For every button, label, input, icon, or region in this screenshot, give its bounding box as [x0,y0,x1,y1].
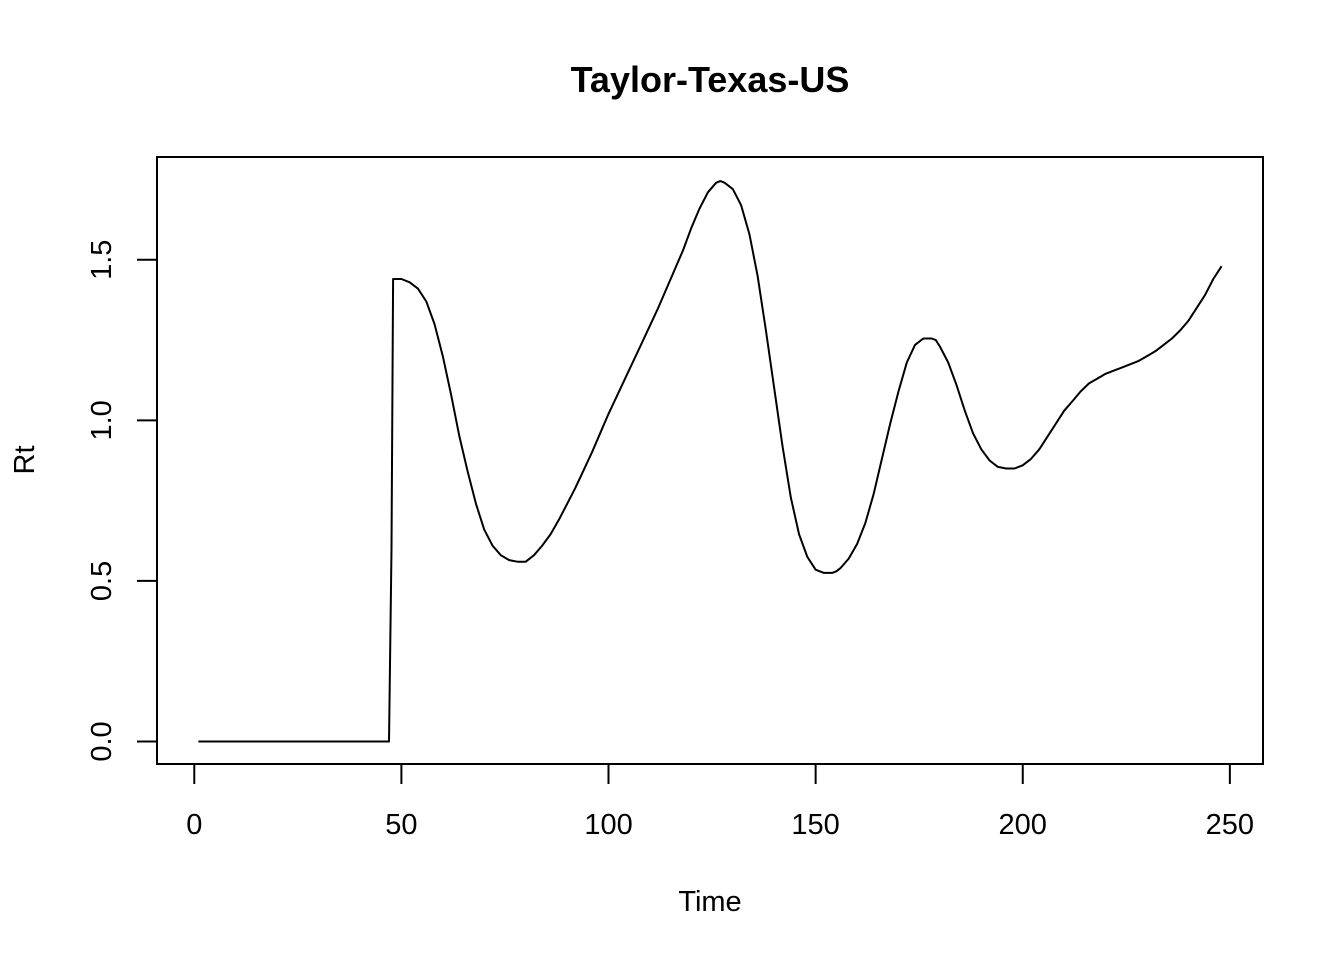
x-axis-label: Time [678,886,741,918]
y-axis: 0.0 0.5 1.0 1.5 [86,240,158,762]
x-tick-label: 0 [186,809,202,841]
x-tick-label: 50 [385,809,417,841]
x-axis: 0 50 100 150 200 250 [186,763,1254,841]
chart-title: Taylor-Texas-US [571,59,850,100]
series-line [198,180,1223,743]
x-tick-label: 150 [791,809,839,841]
x-tick-label: 200 [999,809,1047,841]
y-tick-label: 0.5 [86,561,118,601]
y-tick-label: 1.0 [86,400,118,440]
x-tick-label: 250 [1206,809,1254,841]
y-tick-label: 1.5 [86,240,118,280]
y-axis-label: Rt [9,446,41,475]
plot-frame [156,156,1264,765]
y-tick-label: 0.0 [86,721,118,761]
x-tick-label: 100 [584,809,632,841]
